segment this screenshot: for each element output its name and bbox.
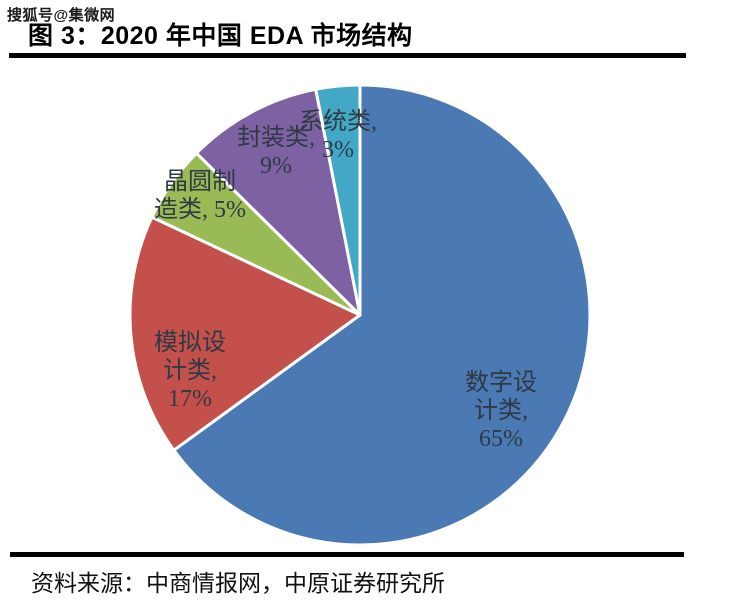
pie-slice-analog-design [128,215,362,452]
source-divider-rule [10,552,684,557]
pie-slice-packaging [195,87,362,317]
pie-slice-system [314,83,362,317]
pie-slice-digital-design [172,83,592,547]
watermark-sohu-jiweiwang: 搜狐号@集微网 [7,7,116,24]
source-note: 资料来源：中商情报网，中原证券研究所 [31,571,445,596]
figure-title: 图 3：2020 年中国 EDA 市场结构 [28,22,413,50]
title-divider-rule [9,53,686,58]
